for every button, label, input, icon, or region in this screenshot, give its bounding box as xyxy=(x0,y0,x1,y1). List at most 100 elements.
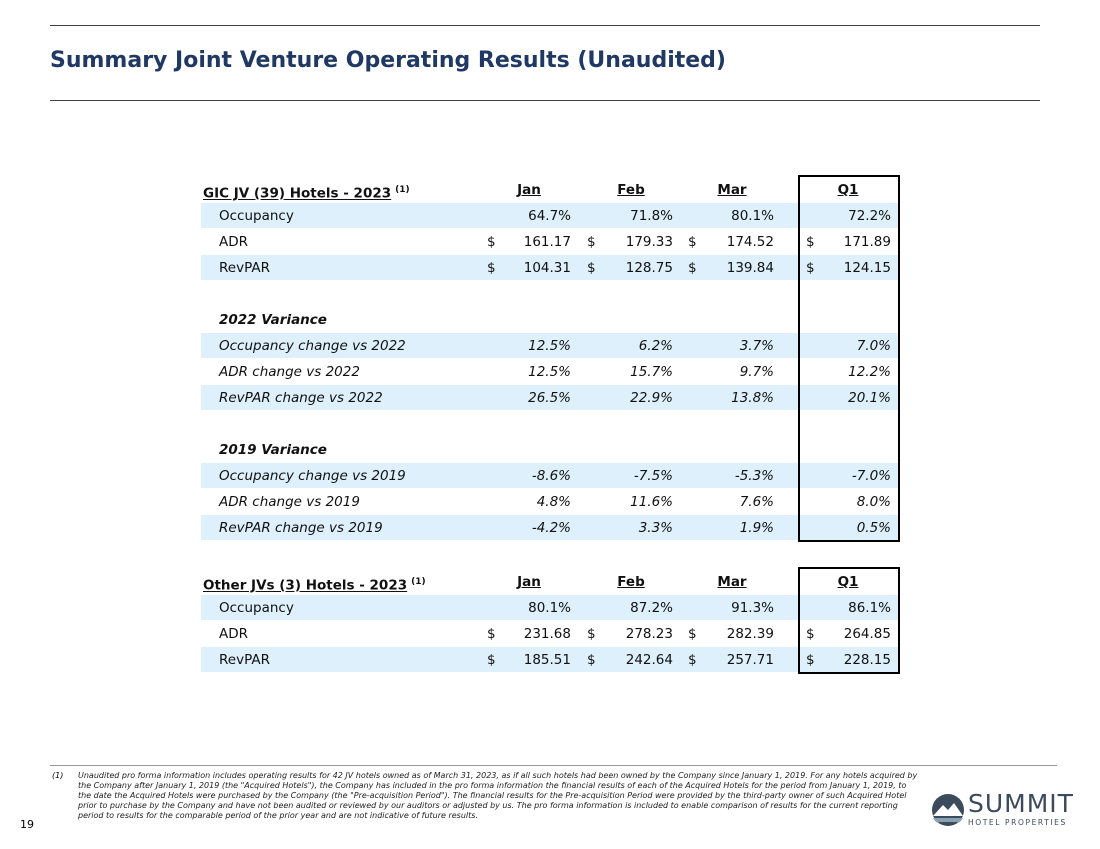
cell-value: -7.0% xyxy=(851,468,891,484)
page-number: 19 xyxy=(20,818,34,831)
cell-value: 161.17 xyxy=(523,234,571,250)
cell-value: 278.23 xyxy=(625,626,673,642)
row-label: RevPAR change vs 2022 xyxy=(219,390,383,406)
row-label: ADR xyxy=(219,626,249,642)
currency-symbol: $ xyxy=(487,626,496,642)
row-shade xyxy=(201,595,899,620)
currency-symbol: $ xyxy=(688,652,697,668)
cell-value: 91.3% xyxy=(731,600,774,616)
currency-symbol: $ xyxy=(688,260,697,276)
cell-value: 20.1% xyxy=(848,390,891,406)
table-title: GIC JV (39) Hotels - 2023 (1) xyxy=(203,177,410,203)
logo-tagline: HOTEL PROPERTIES xyxy=(968,818,1067,827)
row-label: RevPAR change vs 2019 xyxy=(219,520,383,536)
cell-value: -5.3% xyxy=(734,468,774,484)
column-header: Q1 xyxy=(837,574,859,590)
cell-value: 26.5% xyxy=(528,390,571,406)
row-label: ADR change vs 2022 xyxy=(219,364,360,380)
cell-value: 7.0% xyxy=(856,338,891,354)
row-shade xyxy=(201,647,899,672)
cell-value: 87.2% xyxy=(630,600,673,616)
column-header: Feb xyxy=(617,574,645,590)
row-shade xyxy=(201,333,899,358)
cell-value: 3.7% xyxy=(739,338,774,354)
cell-value: 124.15 xyxy=(843,260,891,276)
row-label: Occupancy change vs 2019 xyxy=(219,468,406,484)
currency-symbol: $ xyxy=(806,260,815,276)
row-label: Occupancy change vs 2022 xyxy=(219,338,406,354)
currency-symbol: $ xyxy=(688,626,697,642)
cell-value: 228.15 xyxy=(843,652,891,668)
cell-value: 4.8% xyxy=(536,494,571,510)
currency-symbol: $ xyxy=(587,626,596,642)
cell-value: 6.2% xyxy=(638,338,673,354)
note-ref: (1) xyxy=(411,577,426,587)
cell-value: 242.64 xyxy=(625,652,673,668)
cell-value: 80.1% xyxy=(528,600,571,616)
cell-value: 11.6% xyxy=(630,494,673,510)
currency-symbol: $ xyxy=(487,234,496,250)
cell-value: 171.89 xyxy=(843,234,891,250)
cell-value: 264.85 xyxy=(843,626,891,642)
slide-title: Summary Joint Venture Operating Results … xyxy=(50,48,726,73)
row-shade xyxy=(201,515,899,540)
note-ref: (1) xyxy=(395,185,410,195)
cell-value: 3.3% xyxy=(638,520,673,536)
cell-value: 7.6% xyxy=(739,494,774,510)
row-shade xyxy=(201,203,899,228)
cell-value: 72.2% xyxy=(848,208,891,224)
cell-value: 8.0% xyxy=(856,494,891,510)
title-rule xyxy=(50,100,1040,101)
q1-box xyxy=(798,175,900,542)
cell-value: 174.52 xyxy=(726,234,774,250)
row-label: ADR change vs 2019 xyxy=(219,494,360,510)
cell-value: 9.7% xyxy=(739,364,774,380)
currency-symbol: $ xyxy=(806,234,815,250)
column-header: Q1 xyxy=(837,182,859,198)
cell-value: 282.39 xyxy=(726,626,774,642)
logo-name: SUMMIT xyxy=(968,789,1074,818)
cell-value: 139.84 xyxy=(726,260,774,276)
cell-value: 86.1% xyxy=(848,600,891,616)
cell-value: 15.7% xyxy=(630,364,673,380)
section-heading: 2019 Variance xyxy=(219,442,327,458)
currency-symbol: $ xyxy=(806,652,815,668)
currency-symbol: $ xyxy=(806,626,815,642)
footer-rule xyxy=(50,765,1057,766)
cell-value: 12.2% xyxy=(848,364,891,380)
cell-value: -4.2% xyxy=(531,520,571,536)
cell-value: 13.8% xyxy=(731,390,774,406)
column-header: Mar xyxy=(717,182,747,198)
cell-value: 12.5% xyxy=(528,364,571,380)
column-header: Jan xyxy=(517,574,541,590)
cell-value: 0.5% xyxy=(856,520,891,536)
row-label: ADR xyxy=(219,234,249,250)
cell-value: 22.9% xyxy=(630,390,673,406)
cell-value: 104.31 xyxy=(523,260,571,276)
cell-value: 231.68 xyxy=(523,626,571,642)
footnote: Unaudited pro forma information includes… xyxy=(78,771,918,820)
cell-value: 80.1% xyxy=(731,208,774,224)
cell-value: -8.6% xyxy=(531,468,571,484)
row-label: Occupancy xyxy=(219,208,294,224)
section-heading: 2022 Variance xyxy=(219,312,327,328)
currency-symbol: $ xyxy=(587,652,596,668)
cell-value: 128.75 xyxy=(625,260,673,276)
cell-value: 179.33 xyxy=(625,234,673,250)
row-shade xyxy=(201,463,899,488)
cell-value: 1.9% xyxy=(739,520,774,536)
row-label: RevPAR xyxy=(219,652,270,668)
cell-value: 185.51 xyxy=(523,652,571,668)
cell-value: 71.8% xyxy=(630,208,673,224)
currency-symbol: $ xyxy=(587,234,596,250)
currency-symbol: $ xyxy=(688,234,697,250)
row-label: Occupancy xyxy=(219,600,294,616)
cell-value: -7.5% xyxy=(633,468,673,484)
row-shade xyxy=(201,385,899,410)
cell-value: 12.5% xyxy=(528,338,571,354)
column-header: Feb xyxy=(617,182,645,198)
column-header: Mar xyxy=(717,574,747,590)
currency-symbol: $ xyxy=(587,260,596,276)
q1-box xyxy=(798,567,900,674)
